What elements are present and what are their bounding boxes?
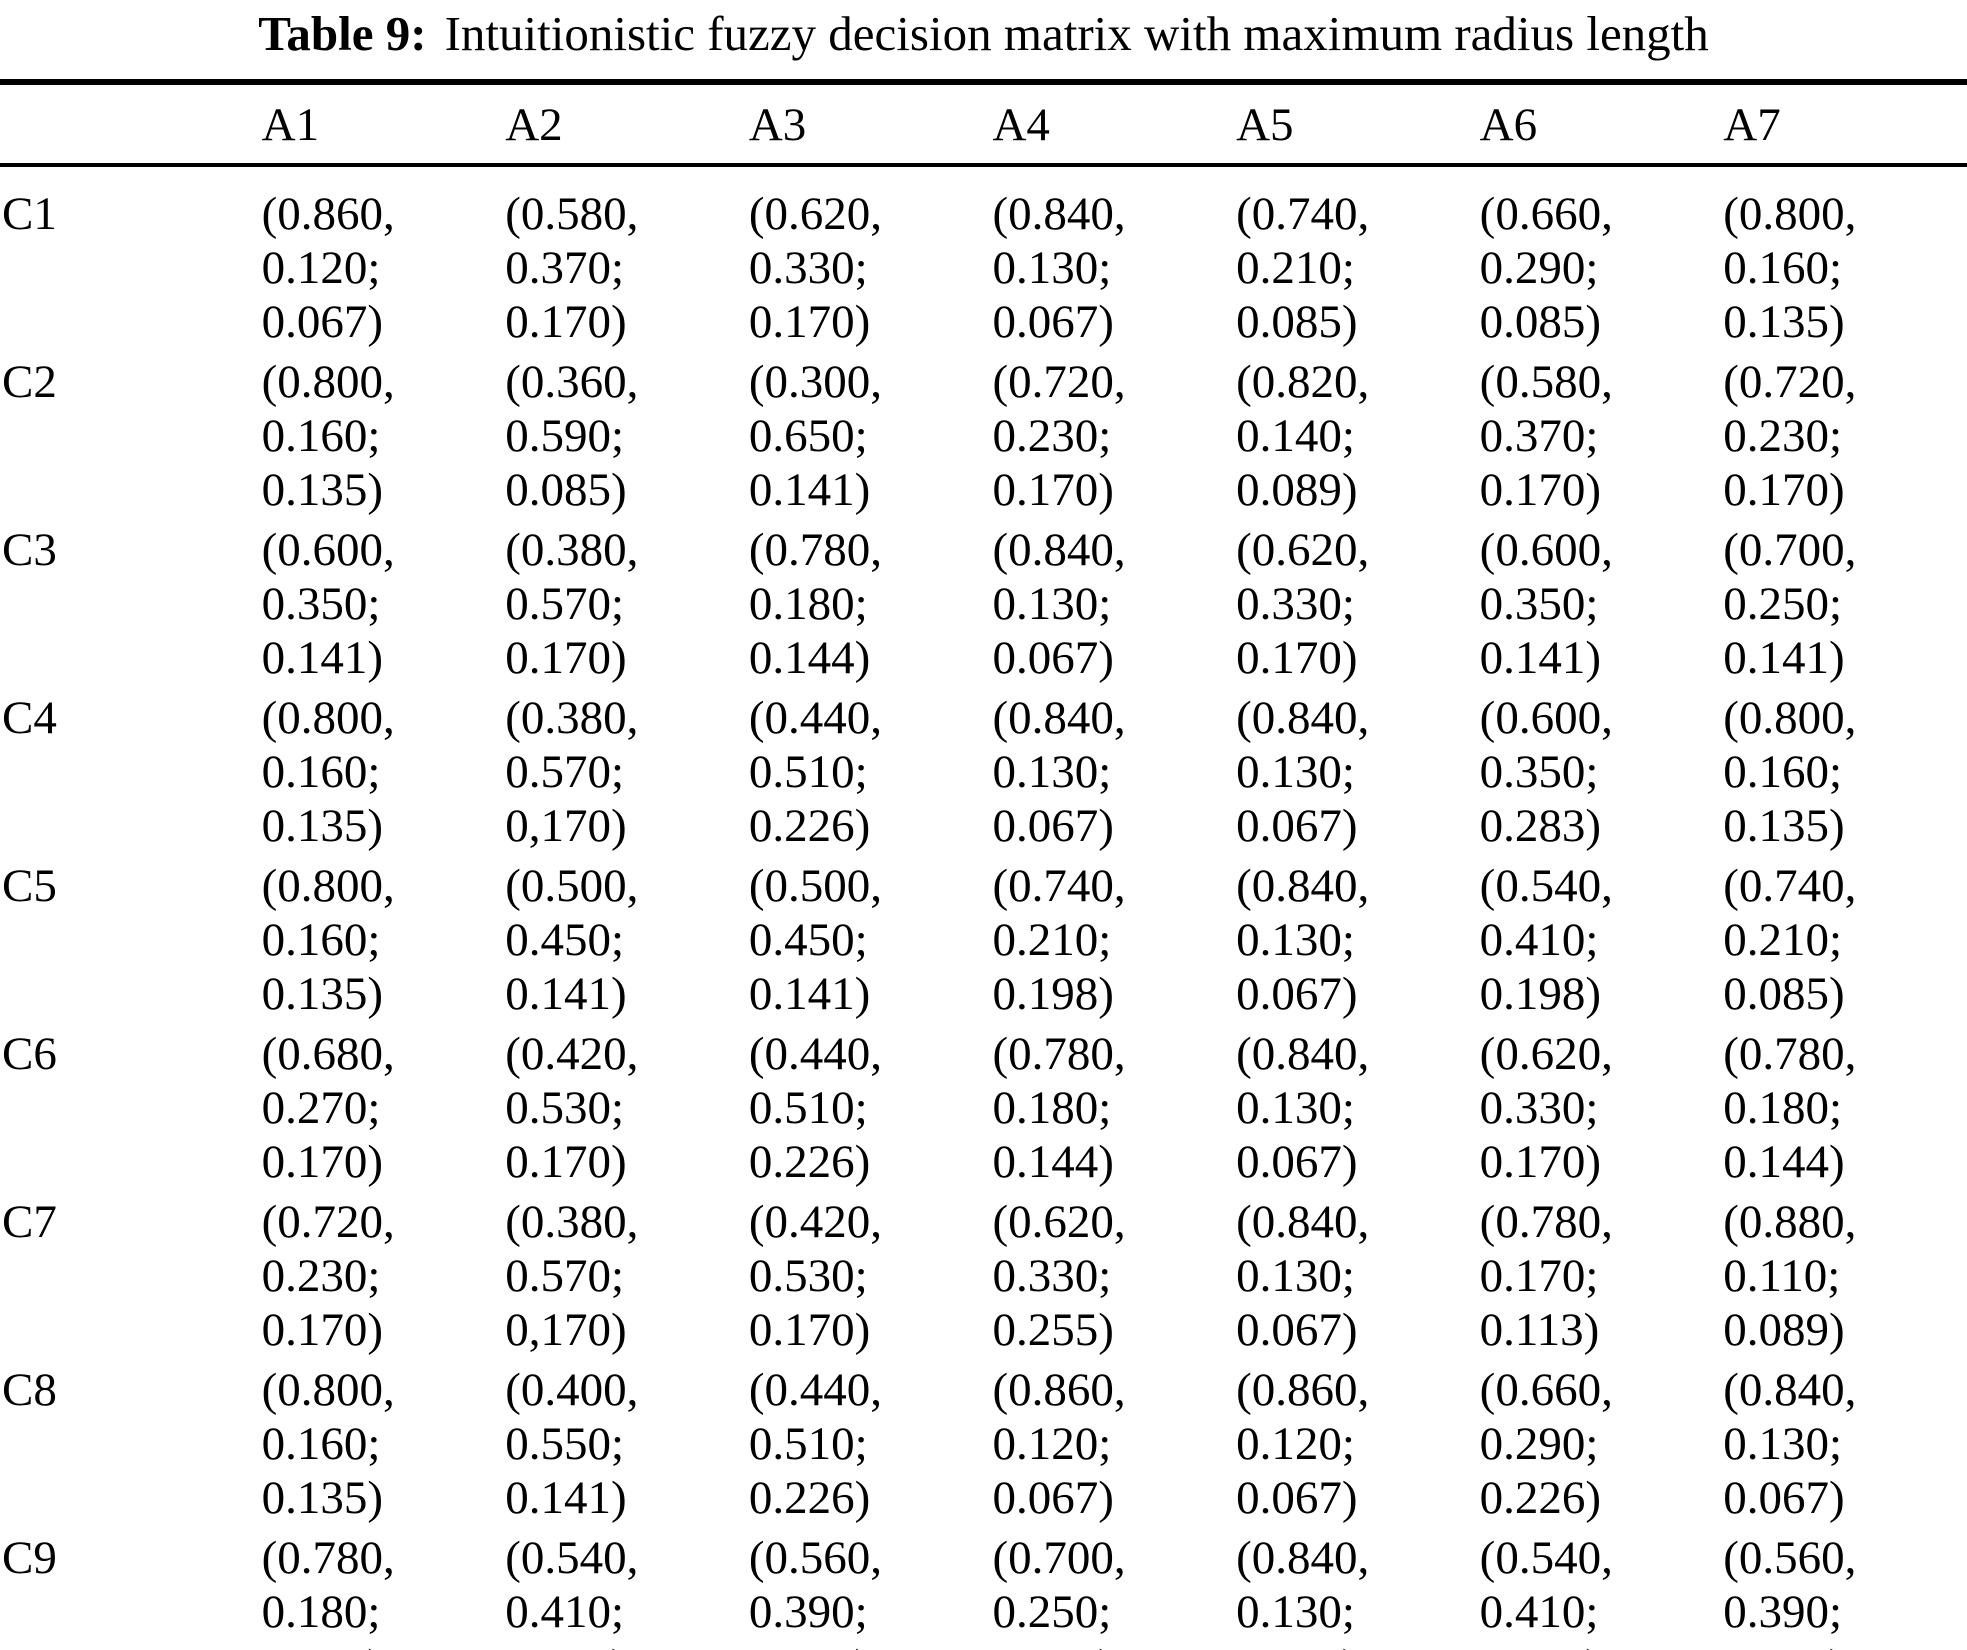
- matrix-cell: (0.740, 0.210; 0.085): [1723, 860, 1857, 1020]
- table-row: C5 (0.800, 0.160; 0.135) (0.500, 0.450; 0.…: [0, 853, 1967, 1021]
- matrix-cell: (0.800, 0.160; 0.135): [261, 1364, 395, 1524]
- matrix-cell: (0.300, 0.650; 0.141): [748, 356, 882, 516]
- matrix-cell: (0.620, 0.330; 0.170): [1236, 524, 1370, 684]
- matrix-cell: (0.840, 0.130; 0.067): [1236, 1028, 1370, 1188]
- matrix-cell: (0.840, 0.130; 0.067): [992, 188, 1126, 348]
- matrix-cell: (0.860, 0.120; 0.067): [1236, 1364, 1370, 1524]
- matrix-cell: (0.840, 0.130; 0.067): [992, 692, 1126, 852]
- matrix-cell: (0.720, 0.230; 0.170): [1723, 356, 1857, 516]
- table-body: C1 (0.860, 0.120; 0.067) (0.580, 0.370; 0.…: [0, 165, 1967, 1650]
- table-row: C6 (0.680, 0.270; 0.170) (0.420, 0.530; 0.…: [0, 1021, 1967, 1189]
- row-label-c3: C3: [2, 524, 57, 576]
- matrix-cell: (0.580, 0.370; 0.170): [505, 188, 639, 348]
- matrix-cell: (0.700, 0.250; 0.141): [992, 1532, 1126, 1650]
- matrix-cell: (0.400, 0.550; 0.141): [505, 1364, 639, 1524]
- column-header-a1: A1: [261, 82, 506, 167]
- matrix-cell: (0.600, 0.350; 0.141): [261, 524, 395, 684]
- table-row: C3 (0.600, 0.350; 0.141) (0.380, 0.570; 0.…: [0, 517, 1967, 685]
- matrix-cell: (0.840, 0.130; 0.067): [1236, 692, 1370, 852]
- matrix-cell: (0.500, 0.450; 0.141): [505, 860, 639, 1020]
- matrix-cell: (0.540, 0.410; 0.226): [1479, 1532, 1613, 1650]
- row-label-c1: C1: [2, 188, 57, 240]
- matrix-cell: (0.780, 0.180; 0.144): [261, 1532, 395, 1650]
- header-corner-cell: [0, 82, 262, 167]
- table-row: C4 (0.800, 0.160; 0.135) (0.380, 0.570; 0,…: [0, 685, 1967, 853]
- matrix-cell: (0.720, 0.230; 0.170): [261, 1196, 395, 1356]
- column-header-a6: A6: [1479, 82, 1724, 167]
- matrix-cell: (0.800, 0.160; 0.135): [261, 356, 395, 516]
- table-row: C1 (0.860, 0.120; 0.067) (0.580, 0.370; 0.…: [0, 165, 1967, 349]
- matrix-cell: (0.360, 0.590; 0.085): [505, 356, 639, 516]
- matrix-cell: (0.380, 0.570; 0,170): [505, 692, 639, 852]
- matrix-cell: (0.580, 0.370; 0.170): [1479, 356, 1613, 516]
- matrix-cell: (0.440, 0.510; 0.226): [748, 1364, 882, 1524]
- matrix-cell: (0.600, 0.350; 0.283): [1479, 692, 1613, 852]
- matrix-cell: (0.560, 0.390; 0.085): [1723, 1532, 1857, 1650]
- matrix-cell: (0.840, 0.130; 0.067): [1236, 860, 1370, 1020]
- matrix-cell: (0.800, 0.160; 0.135): [1723, 188, 1857, 348]
- matrix-cell: (0.840, 0.130; 0.067): [1236, 1532, 1370, 1650]
- row-label-c7: C7: [2, 1196, 57, 1248]
- matrix-cell: (0.700, 0.250; 0.141): [1723, 524, 1857, 684]
- table-row: C9 (0.780, 0.180; 0.144) (0.540, 0.410; 0.…: [0, 1525, 1967, 1650]
- matrix-cell: (0.660, 0.290; 0.085): [1479, 188, 1613, 348]
- table-caption-label: Table 9:: [258, 6, 427, 61]
- matrix-cell: (0.720, 0.230; 0.170): [992, 356, 1126, 516]
- matrix-cell: (0.860, 0.120; 0.067): [261, 188, 395, 348]
- matrix-cell: (0.500, 0.450; 0.141): [748, 860, 882, 1020]
- matrix-cell: (0.420, 0.530; 0.170): [505, 1028, 639, 1188]
- row-label-c8: C8: [2, 1364, 57, 1416]
- row-label-c5: C5: [2, 860, 57, 912]
- matrix-cell: (0.540, 0.410; 0.198): [1479, 860, 1613, 1020]
- matrix-cell: (0.800, 0.160; 0.135): [261, 860, 395, 1020]
- matrix-cell: (0.780, 0.170; 0.113): [1479, 1196, 1613, 1356]
- matrix-cell: (0.560, 0.390; 0.226): [748, 1532, 882, 1650]
- matrix-cell: (0.540, 0.410; 0.226): [505, 1532, 639, 1650]
- matrix-cell: (0.440, 0.510; 0.226): [748, 692, 882, 852]
- column-header-a5: A5: [1236, 82, 1480, 167]
- matrix-cell: (0.880, 0.110; 0.089): [1723, 1196, 1857, 1356]
- row-label-c2: C2: [2, 356, 57, 408]
- matrix-cell: (0.860, 0.120; 0.067): [992, 1364, 1126, 1524]
- matrix-cell: (0.620, 0.330; 0.170): [748, 188, 882, 348]
- matrix-cell: (0.740, 0.210; 0.198): [992, 860, 1126, 1020]
- matrix-cell: (0.800, 0.160; 0.135): [1723, 692, 1857, 852]
- matrix-cell: (0.840, 0.130; 0.067): [1723, 1364, 1857, 1524]
- table-row: C8 (0.800, 0.160; 0.135) (0.400, 0.550; 0.…: [0, 1357, 1967, 1525]
- column-header-a7: A7: [1723, 82, 1967, 167]
- matrix-cell: (0.380, 0.570; 0,170): [505, 1196, 639, 1356]
- matrix-cell: (0.780, 0.180; 0.144): [1723, 1028, 1857, 1188]
- header-row: A1 A2 A3 A4 A5 A6 A7: [0, 82, 1967, 167]
- column-header-a2: A2: [505, 82, 749, 167]
- matrix-cell: (0.680, 0.270; 0.170): [261, 1028, 395, 1188]
- matrix-cell: (0.840, 0.130; 0.067): [1236, 1196, 1370, 1356]
- matrix-cell: (0.840, 0.130; 0.067): [992, 524, 1126, 684]
- matrix-cell: (0.780, 0.180; 0.144): [748, 524, 882, 684]
- row-label-c9: C9: [2, 1532, 57, 1584]
- matrix-cell: (0.420, 0.530; 0.170): [748, 1196, 882, 1356]
- matrix-cell: (0.740, 0.210; 0.085): [1236, 188, 1370, 348]
- matrix-cell: (0.380, 0.570; 0.170): [505, 524, 639, 684]
- matrix-cell: (0.820, 0.140; 0.089): [1236, 356, 1370, 516]
- matrix-cell: (0.440, 0.510; 0.226): [748, 1028, 882, 1188]
- table-row: C2 (0.800, 0.160; 0.135) (0.360, 0.590; 0.…: [0, 349, 1967, 517]
- matrix-cell: (0.620, 0.330; 0.255): [992, 1196, 1126, 1356]
- matrix-cell: (0.600, 0.350; 0.141): [1479, 524, 1613, 684]
- table-caption: Table 9: Intuitionistic fuzzy decision ma…: [0, 0, 1967, 63]
- matrix-cell: (0.780, 0.180; 0.144): [992, 1028, 1126, 1188]
- matrix-cell: (0.800, 0.160; 0.135): [261, 692, 395, 852]
- row-label-c4: C4: [2, 692, 57, 744]
- column-header-a4: A4: [992, 82, 1237, 167]
- matrix-cell: (0.660, 0.290; 0.226): [1479, 1364, 1613, 1524]
- table-caption-text: Intuitionistic fuzzy decision matrix wit…: [444, 6, 1709, 61]
- table-row: C7 (0.720, 0.230; 0.170) (0.380, 0.570; 0,…: [0, 1189, 1967, 1357]
- decision-matrix-table: A1 A2 A3 A4 A5 A6 A7 C1 (0.860, 0.120; 0.…: [0, 79, 1967, 1650]
- row-label-c6: C6: [2, 1028, 57, 1080]
- matrix-cell: (0.620, 0.330; 0.170): [1479, 1028, 1613, 1188]
- column-header-a3: A3: [748, 82, 993, 167]
